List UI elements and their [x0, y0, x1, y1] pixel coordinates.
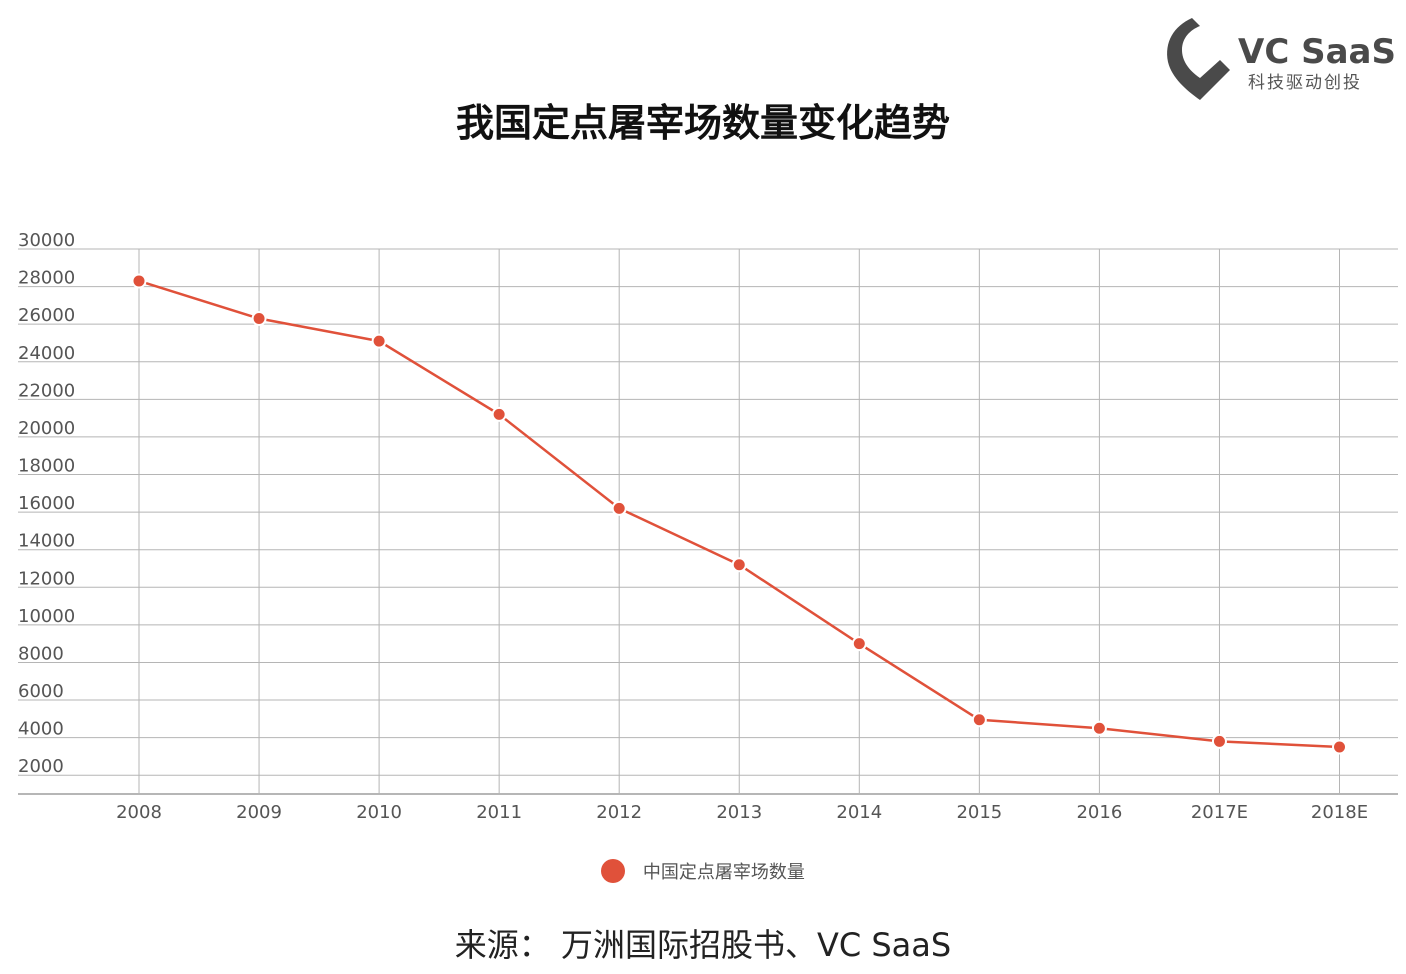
y-tick-label: 28000: [18, 268, 75, 289]
x-tick-label: 2011: [476, 802, 522, 823]
y-tick-label: 6000: [18, 681, 64, 702]
data-point: [731, 557, 747, 573]
data-point: [1332, 739, 1347, 755]
logo-name: VC SaaS: [1238, 32, 1396, 72]
data-point: [491, 406, 507, 422]
x-axis-tick-labels: 2008 2009 2010 2011 2012 2013 2014 2015 2016 2017…: [116, 802, 1368, 823]
y-tick-label: 26000: [18, 305, 75, 326]
data-point: [1211, 733, 1227, 749]
x-tick-label: 2009: [236, 802, 282, 823]
data-point: [971, 712, 987, 728]
y-tick-label: 4000: [18, 719, 64, 740]
data-point: [371, 333, 387, 349]
x-tick-label: 2016: [1076, 802, 1122, 823]
horizontal-gridlines: [18, 248, 1398, 795]
vc-saas-logo-icon: [1167, 18, 1230, 100]
x-tick-label: 2015: [956, 802, 1002, 823]
x-tick-label: 2012: [596, 802, 642, 823]
x-tick-label: 2014: [836, 802, 882, 823]
logo-tagline: 科技驱动创投: [1248, 73, 1362, 93]
x-tick-label: 2010: [356, 802, 402, 823]
data-point: [611, 500, 627, 516]
y-axis-tick-labels: 2000 4000 6000 8000 10000 12000 14000 16000 1800…: [18, 230, 75, 777]
y-tick-label: 18000: [18, 456, 75, 477]
data-point: [1091, 720, 1107, 736]
data-point: [251, 311, 267, 327]
source-note: 来源： 万洲国际招股书、VC SaaS: [454, 926, 952, 964]
y-tick-label: 20000: [18, 418, 75, 439]
y-tick-label: 24000: [18, 343, 75, 364]
x-tick-label: 2008: [116, 802, 162, 823]
y-tick-label: 30000: [18, 230, 75, 251]
chart-title: 我国定点屠宰场数量变化趋势: [455, 101, 950, 145]
vertical-gridlines: [138, 249, 1340, 794]
y-tick-label: 8000: [18, 643, 64, 664]
brand-logo: VC SaaS 科技驱动创投: [1160, 12, 1396, 104]
data-point: [131, 273, 147, 289]
legend-label: 中国定点屠宰场数量: [642, 862, 805, 883]
data-point: [851, 636, 867, 652]
series-group: [131, 273, 1347, 755]
x-tick-label: 2013: [716, 802, 762, 823]
legend: 中国定点屠宰场数量: [0, 858, 1406, 884]
x-tick-label: 2018E: [1311, 802, 1368, 823]
y-tick-label: 22000: [18, 380, 75, 401]
y-tick-label: 2000: [18, 756, 64, 777]
y-tick-label: 16000: [18, 493, 75, 514]
y-tick-label: 10000: [18, 606, 75, 627]
y-tick-label: 14000: [18, 531, 75, 552]
legend-marker: [601, 859, 626, 883]
y-tick-label: 12000: [18, 568, 75, 589]
x-tick-label: 2017E: [1191, 802, 1248, 823]
